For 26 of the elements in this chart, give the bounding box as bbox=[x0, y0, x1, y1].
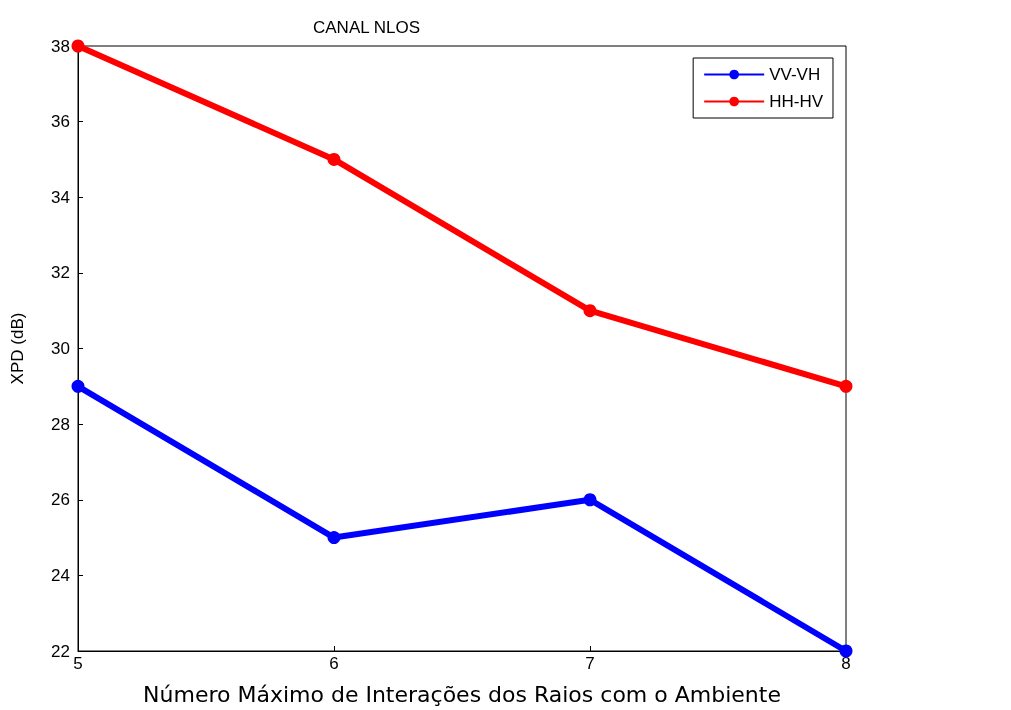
y-tick-label: 30 bbox=[51, 339, 70, 358]
x-tick-label: 7 bbox=[585, 654, 595, 673]
y-tick-label: 28 bbox=[51, 414, 70, 434]
y-tick-label: 24 bbox=[51, 565, 70, 585]
point bbox=[583, 493, 597, 507]
y-tick-label: 36 bbox=[51, 112, 70, 132]
legend-label: VV-VH bbox=[769, 65, 821, 84]
point bbox=[327, 152, 341, 166]
x-tick-label: 5 bbox=[73, 654, 83, 673]
y-axis-title: XPD (dB) bbox=[8, 312, 27, 385]
x-axis-title: Número Máximo de Interações dos Raios com o Ambiente bbox=[143, 681, 781, 707]
point bbox=[71, 39, 85, 53]
x-tick-label: 6 bbox=[329, 654, 339, 673]
point bbox=[839, 379, 853, 393]
chart-title: CANAL NLOS bbox=[313, 18, 421, 37]
point bbox=[71, 379, 85, 393]
y-tick-label: 22 bbox=[51, 641, 70, 661]
y-tick-label: 26 bbox=[51, 490, 70, 510]
x-tick-label: 8 bbox=[841, 654, 851, 673]
point bbox=[327, 531, 341, 545]
point bbox=[839, 644, 853, 658]
y-tick-label: 38 bbox=[51, 36, 70, 56]
legend-label: HH-HV bbox=[769, 92, 824, 111]
point bbox=[583, 304, 597, 318]
y-tick-label: 34 bbox=[51, 187, 70, 207]
y-tick-label: 32 bbox=[51, 263, 70, 283]
